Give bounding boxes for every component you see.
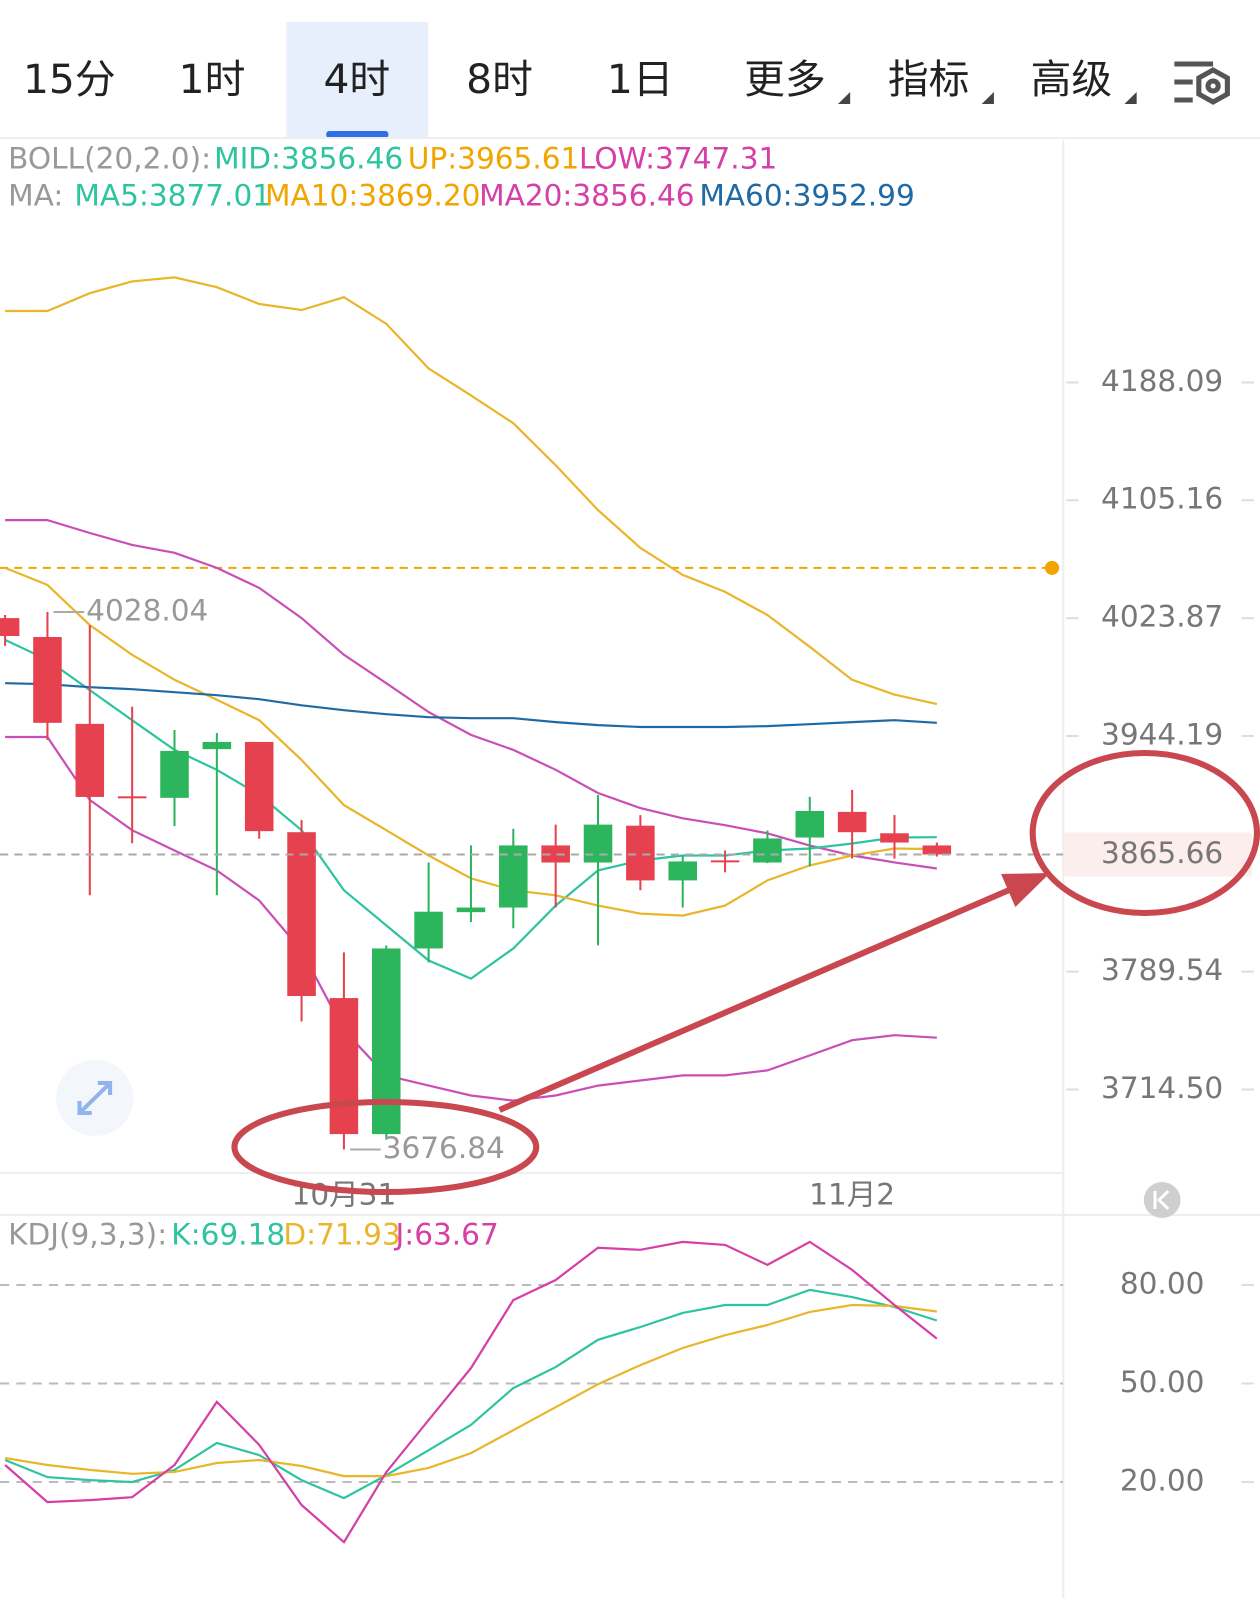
- indicator-line: [4, 1240, 938, 1544]
- candle-body: [371, 948, 401, 1135]
- candle-body: [626, 825, 655, 881]
- legend-item: MA10:3869.20: [265, 179, 480, 213]
- kdj-plot: [0, 1240, 1064, 1544]
- tab-indicator: [326, 131, 389, 138]
- candle-body: [0, 618, 20, 636]
- extreme-label: 3676.84: [383, 1131, 505, 1165]
- indicator-line: [5, 519, 938, 870]
- legend-title: MA:: [8, 179, 63, 213]
- legend-item: MID:3856.46: [214, 142, 403, 176]
- candle-body: [33, 637, 62, 723]
- candle-body: [753, 838, 782, 863]
- indicator-line: [4, 1303, 937, 1478]
- tab-bar: 15分 1时 4时 8时 1日 更多 指标 高级: [23, 22, 1137, 138]
- scroll-end-button[interactable]: [1143, 1182, 1181, 1218]
- candle-body: [795, 810, 825, 838]
- alert-dot: [1044, 560, 1060, 575]
- price-plot: [0, 276, 1064, 1150]
- legend-item: MA5:3877.01: [74, 179, 271, 213]
- y-tick-label: 4105.16: [1101, 482, 1223, 516]
- y-tick-label: 80.00: [1120, 1267, 1205, 1301]
- candle-body: [117, 796, 147, 799]
- candle-body: [414, 911, 443, 949]
- dropdown-caret: [837, 92, 851, 104]
- legend-item: D:71.93: [283, 1218, 400, 1252]
- legend-title: BOLL(20,2.0):: [8, 142, 211, 176]
- y-tick-label: 20.00: [1120, 1464, 1205, 1498]
- y-tick-label: 3714.50: [1101, 1071, 1223, 1105]
- tab-highlight: [286, 22, 429, 138]
- tab[interactable]: 1日: [607, 56, 674, 103]
- last-price-label: 3865.66: [1101, 836, 1223, 870]
- candle-body: [499, 845, 528, 908]
- legend-item: UP:3965.61: [408, 142, 580, 176]
- y-tick-label: 4023.87: [1101, 600, 1223, 634]
- candle-body: [202, 741, 232, 750]
- dropdown-caret: [981, 92, 994, 104]
- tab[interactable]: 15分: [23, 56, 116, 103]
- tab[interactable]: 4时: [323, 56, 390, 103]
- legend-item: MA20:3856.46: [479, 179, 694, 213]
- candle-body: [922, 845, 952, 855]
- candle-body: [75, 723, 105, 797]
- candle-body: [287, 832, 316, 997]
- y-tick-label: 3944.19: [1101, 718, 1223, 752]
- candle-body: [880, 833, 909, 843]
- candle-body: [541, 845, 570, 863]
- axes: 3865.66 4188.09 4105.16 4023.87 3944.19 3789.…: [53, 364, 1254, 1498]
- legend-item: MA60:3952.99: [699, 179, 914, 213]
- dropdown-caret: [1124, 92, 1137, 104]
- legend-item: LOW:3747.31: [579, 142, 777, 176]
- indicator-line: [5, 276, 938, 706]
- candle-body: [329, 998, 359, 1135]
- indicator-line: [4, 1288, 938, 1500]
- expand-button[interactable]: [56, 1060, 134, 1136]
- candle-body: [244, 741, 274, 832]
- settings-icon[interactable]: [1174, 61, 1230, 105]
- last-price-bg: [1064, 832, 1252, 877]
- x-tick-label: 11月2: [809, 1178, 895, 1212]
- legend-item: K:69.18: [171, 1218, 285, 1252]
- y-tick-label: 4188.09: [1101, 364, 1223, 398]
- extreme-label: 4028.04: [86, 594, 208, 628]
- indicator-line: [5, 682, 937, 729]
- tab[interactable]: 1时: [179, 56, 246, 103]
- annotation-marks: [231, 750, 1260, 1195]
- tab[interactable]: 高级: [1031, 56, 1113, 103]
- candle-body: [668, 861, 697, 881]
- indicator-line: [5, 735, 937, 1102]
- tab[interactable]: 8时: [466, 56, 533, 103]
- y-tick-label: 3789.54: [1101, 953, 1223, 987]
- y-tick-label: 50.00: [1120, 1365, 1205, 1399]
- legend-item: J:63.67: [394, 1218, 499, 1252]
- candle-body: [456, 907, 486, 913]
- tab[interactable]: 指标: [888, 56, 970, 103]
- tab[interactable]: 更多: [744, 56, 826, 103]
- candle-body: [583, 824, 613, 863]
- candle-body: [837, 811, 867, 833]
- candle-body: [710, 860, 740, 863]
- candle-body: [160, 750, 189, 798]
- legend-title: KDJ(9,3,3):: [8, 1218, 167, 1252]
